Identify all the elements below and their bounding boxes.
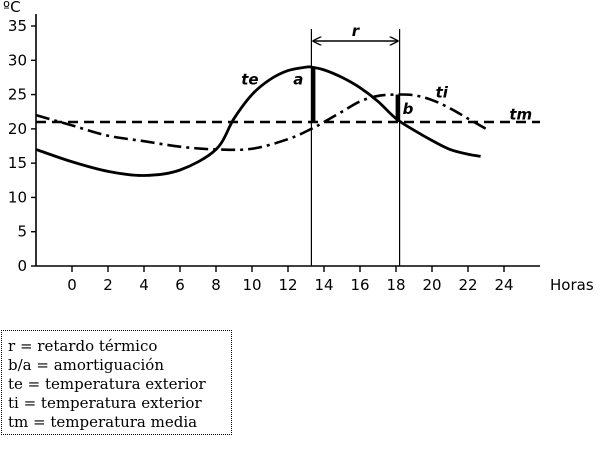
x-tick-label: 16 (350, 276, 369, 294)
x-tick-label: 22 (458, 276, 477, 294)
series-label-te: te (241, 70, 258, 88)
legend-item-ti: ti = temperatura exterior (8, 394, 202, 412)
x-tick-label: 4 (139, 276, 149, 294)
y-tick-label: 10 (8, 188, 27, 206)
y-tick-label: 0 (17, 257, 27, 275)
x-tick-label: 6 (175, 276, 185, 294)
x-axis-title: Horas (550, 276, 594, 294)
y-axis-title: ºC (3, 0, 21, 16)
y-tick-label: 30 (8, 51, 27, 69)
y-tick-label: 5 (17, 223, 27, 241)
x-tick-label: 18 (386, 276, 405, 294)
x-tick-label: 24 (494, 276, 513, 294)
x-tick-label: 8 (211, 276, 221, 294)
series-label-ti: ti (436, 83, 449, 101)
annotation-label-a: a (293, 70, 303, 88)
y-tick-label: 25 (8, 86, 27, 104)
annotation-label-r: r (352, 22, 361, 40)
x-tick-label: 12 (278, 276, 297, 294)
legend-item-ba: b/a = amortiguación (8, 356, 164, 374)
y-tick-label: 20 (8, 120, 27, 138)
y-tick-label: 35 (8, 17, 27, 35)
legend-item-r: r = retardo térmico (8, 337, 158, 355)
x-tick-label: 0 (67, 276, 77, 294)
legend-box: r = retardo térmico b/a = amortiguación … (1, 330, 232, 435)
legend-item-tm: tm = temperatura media (8, 413, 198, 431)
x-tick-label: 10 (242, 276, 261, 294)
annotation-label-b: b (403, 100, 414, 118)
y-tick-label: 15 (8, 154, 27, 172)
x-tick-label: 14 (314, 276, 333, 294)
x-tick-label: 20 (422, 276, 441, 294)
legend-item-te: te = temperatura exterior (8, 375, 206, 393)
series-line-te (35, 65, 481, 177)
x-tick-label: 2 (103, 276, 113, 294)
series-label-tm: tm (509, 105, 532, 123)
